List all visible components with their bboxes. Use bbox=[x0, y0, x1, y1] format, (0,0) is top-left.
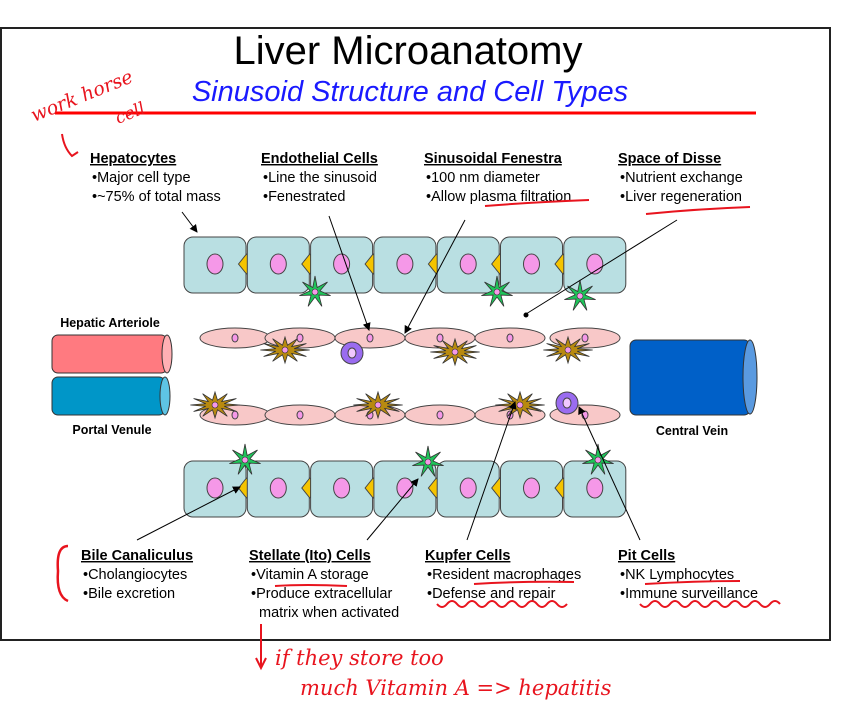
hepatocyte-nucleus bbox=[333, 253, 351, 275]
label-bullet: •Fenestrated bbox=[263, 189, 345, 205]
stellate-cell-nucleus bbox=[594, 456, 602, 464]
endothelial-nucleus bbox=[231, 410, 239, 420]
kupffer-cell-nucleus bbox=[564, 346, 572, 354]
slide-subtitle: Sinusoid Structure and Cell Types bbox=[192, 76, 628, 108]
hepatocyte-nucleus bbox=[459, 477, 477, 499]
stellate-cell-nucleus bbox=[424, 458, 432, 466]
hepatocyte-nucleus bbox=[586, 477, 604, 499]
kupffer-cell-nucleus bbox=[211, 401, 219, 409]
label-heading: Sinusoidal Fenestra bbox=[424, 151, 563, 167]
portal-venule-label: Portal Venule bbox=[72, 423, 151, 437]
endothelial-nucleus bbox=[231, 333, 239, 343]
label-bullet: •Nutrient exchange bbox=[620, 170, 743, 186]
hepatocyte-row-top bbox=[183, 236, 627, 294]
stellate-cells bbox=[229, 275, 614, 477]
hepatocyte-nucleus bbox=[523, 477, 540, 499]
label-bullet: •~75% of total mass bbox=[92, 189, 221, 205]
endothelial-nucleus bbox=[581, 333, 589, 343]
kupffer-cells bbox=[190, 335, 593, 420]
hepatocyte-row-bottom bbox=[183, 460, 627, 518]
portal-venule bbox=[51, 376, 171, 416]
label-heading: Endothelial Cells bbox=[261, 151, 378, 167]
hepatocyte-nucleus bbox=[269, 253, 287, 275]
endothelial-nucleus bbox=[436, 333, 444, 343]
label-bullet: •Produce extracellular bbox=[251, 586, 392, 602]
kupffer-cell-nucleus bbox=[451, 348, 459, 356]
label-bullet: •Cholangiocytes bbox=[83, 567, 187, 583]
endothelial-nucleus bbox=[506, 333, 514, 343]
hepatocyte-nucleus bbox=[333, 477, 351, 499]
kupffer-cell-nucleus bbox=[374, 401, 382, 409]
label-bullet: •Vitamin A storage bbox=[251, 567, 369, 583]
endothelial-cells bbox=[199, 327, 621, 426]
kupffer-cell-nucleus bbox=[281, 346, 289, 354]
pointer-lines bbox=[136, 211, 678, 541]
stellate-cell-nucleus bbox=[576, 292, 584, 300]
label-heading: Hepatocytes bbox=[90, 151, 176, 167]
hepatocyte-nucleus bbox=[206, 477, 224, 499]
bottom-labels: Bile Canaliculus •Cholangiocytes •Bile exc… bbox=[81, 548, 758, 621]
top-labels: Hepatocytes •Major cell type •~75% of tota… bbox=[90, 151, 743, 205]
stellate-cell-nucleus bbox=[311, 288, 319, 296]
label-bullet: •Major cell type bbox=[92, 170, 191, 186]
pit-cell-nucleus bbox=[347, 347, 357, 359]
label-bullet: matrix when activated bbox=[259, 605, 399, 621]
label-bullet: •Resident macrophages bbox=[427, 567, 581, 583]
endothelial-nucleus bbox=[296, 410, 304, 420]
label-bullet: •Defense and repair bbox=[427, 586, 556, 602]
label-heading: Space of Disse bbox=[618, 151, 721, 167]
hepatocyte-nucleus bbox=[206, 253, 224, 275]
hepatocyte-nucleus bbox=[459, 253, 477, 275]
stellate-cell-nucleus bbox=[241, 456, 249, 464]
label-heading: Stellate (Ito) Cells bbox=[249, 548, 371, 564]
hepatic-arteriole bbox=[51, 334, 173, 374]
hepatocyte-nucleus bbox=[396, 477, 414, 499]
label-bullet: •NK Lymphocytes bbox=[620, 567, 734, 583]
label-bullet: •Allow plasma filtration bbox=[426, 189, 571, 205]
hepatocyte-nucleus bbox=[269, 477, 287, 499]
label-bullet: •Immune surveillance bbox=[620, 586, 758, 602]
endothelial-nucleus bbox=[296, 333, 304, 343]
kupffer-cell-nucleus bbox=[516, 401, 524, 409]
hepatocyte-nucleus bbox=[523, 253, 540, 275]
label-bullet: •Bile excretion bbox=[83, 586, 175, 602]
central-vein-label: Central Vein bbox=[656, 424, 728, 438]
label-heading: Kupfer Cells bbox=[425, 548, 510, 564]
hepatic-arteriole-label: Hepatic Arteriole bbox=[60, 316, 160, 330]
label-bullet: •Liver regeneration bbox=[620, 189, 742, 205]
endothelial-nucleus bbox=[436, 410, 444, 420]
label-heading: Bile Canaliculus bbox=[81, 548, 193, 564]
stellate-cell-nucleus bbox=[493, 288, 501, 296]
slide-title: Liver Microanatomy bbox=[233, 29, 582, 73]
endothelial-nucleus bbox=[366, 333, 374, 343]
annotation-note-line2: much Vitamin A => hepatitis bbox=[300, 676, 612, 700]
central-vein bbox=[629, 339, 758, 416]
annotation-note-line1: if they store too bbox=[275, 646, 444, 670]
label-heading: Pit Cells bbox=[618, 548, 675, 564]
label-bullet: •100 nm diameter bbox=[426, 170, 540, 186]
label-bullet: •Line the sinusoid bbox=[263, 170, 377, 186]
hepatocyte-nucleus bbox=[396, 253, 414, 275]
pit-cell-nucleus bbox=[562, 397, 572, 409]
